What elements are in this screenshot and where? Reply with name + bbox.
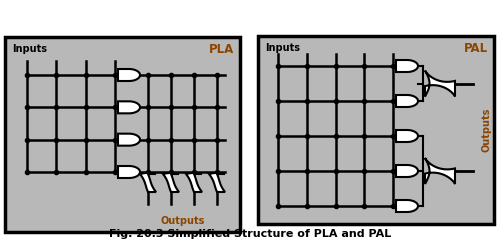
Polygon shape [396, 60, 418, 72]
Polygon shape [118, 166, 140, 178]
Text: PLA: PLA [209, 43, 234, 56]
Polygon shape [396, 130, 418, 142]
Text: Fig. 20.3 Simplified Structure of PLA and PAL: Fig. 20.3 Simplified Structure of PLA an… [109, 229, 391, 239]
Polygon shape [425, 158, 455, 184]
Polygon shape [209, 173, 225, 192]
Polygon shape [140, 173, 156, 192]
Text: PAL: PAL [464, 42, 488, 55]
Polygon shape [163, 173, 179, 192]
Text: Outputs: Outputs [481, 108, 491, 152]
Polygon shape [118, 101, 140, 113]
Polygon shape [118, 134, 140, 146]
Text: Inputs: Inputs [265, 43, 300, 53]
Bar [258, 36, 494, 224]
Polygon shape [396, 200, 418, 212]
Polygon shape [425, 70, 455, 97]
Text: Inputs: Inputs [12, 44, 47, 54]
Polygon shape [186, 173, 202, 192]
Polygon shape [396, 95, 418, 107]
Polygon shape [118, 69, 140, 81]
Polygon shape [396, 165, 418, 177]
Bar [5, 37, 240, 232]
Text: Outputs: Outputs [160, 216, 204, 226]
